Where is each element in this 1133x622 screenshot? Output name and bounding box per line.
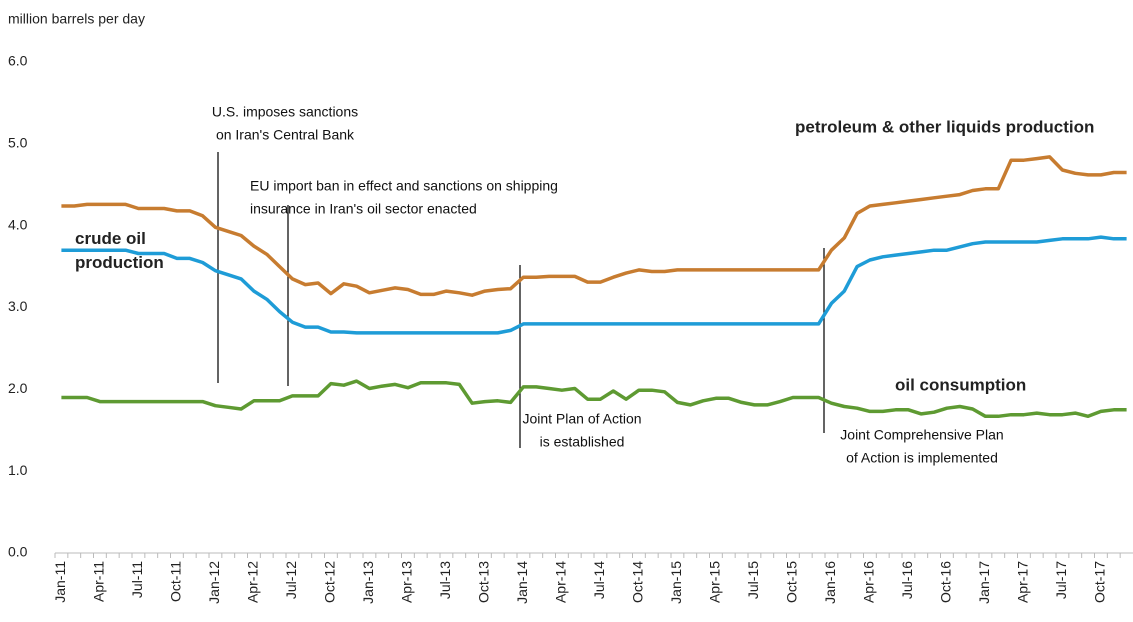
x-tick-label: Apr-13 [399, 561, 415, 603]
y-axis-label: million barrels per day [8, 11, 145, 27]
x-tick-label: Jan-14 [514, 561, 530, 604]
y-tick-label: 2.0 [8, 380, 28, 396]
x-tick-label: Jul-14 [591, 561, 607, 599]
x-tick-label: Jan-11 [52, 561, 68, 603]
legend-label: petroleum & other liquids production [795, 117, 1094, 136]
x-tick-label: Jul-11 [129, 561, 145, 598]
annotation-text: U.S. imposes sanctions [212, 104, 358, 120]
x-tick-label: Jul-15 [745, 561, 761, 599]
series-line [61, 379, 1127, 419]
y-tick-label: 6.0 [8, 53, 28, 69]
x-tick-label: Jul-13 [437, 561, 453, 599]
x-tick-label: Jul-17 [1053, 561, 1069, 599]
x-tick-label: Apr-16 [861, 561, 877, 603]
annotation-text: is established [540, 434, 625, 450]
legend-label: crude oil production [75, 229, 164, 272]
x-tick-label: Apr-14 [553, 561, 569, 603]
annotation-text: of Action is implemented [846, 450, 998, 466]
x-tick-label: Jan-17 [976, 561, 992, 604]
annotation-text: on Iran's Central Bank [216, 127, 355, 143]
x-tick-label: Apr-15 [707, 561, 723, 603]
y-tick-label: 3.0 [8, 298, 28, 314]
y-tick-label: 4.0 [8, 216, 28, 232]
x-tick-label: Oct-17 [1092, 561, 1108, 603]
x-tick-label: Jan-12 [206, 561, 222, 604]
x-tick-label: Jan-16 [822, 561, 838, 604]
y-tick-label: 5.0 [8, 135, 28, 151]
series-line [61, 235, 1127, 335]
x-tick-label: Oct-16 [938, 561, 954, 603]
annotation-text: EU import ban in effect and sanctions on… [250, 178, 558, 194]
x-tick-label: Oct-13 [476, 561, 492, 603]
annotation-text: Joint Plan of Action [522, 411, 641, 427]
x-tick-label: Oct-14 [630, 561, 646, 603]
x-tick-label: Oct-15 [784, 561, 800, 603]
x-tick-label: Oct-11 [168, 561, 184, 602]
annotation-text: Joint Comprehensive Plan [840, 427, 1003, 443]
x-tick-label: Jul-16 [899, 561, 915, 599]
x-tick-label: Apr-12 [245, 561, 261, 603]
series-line [61, 155, 1127, 297]
x-tick-label: Apr-11 [91, 561, 107, 602]
x-tick-label: Apr-17 [1015, 561, 1031, 603]
annotation-text: insurance in Iran's oil sector enacted [250, 201, 477, 217]
x-tick-label: Jul-12 [283, 561, 299, 599]
x-tick-label: Jan-15 [668, 561, 684, 604]
x-tick-label: Oct-12 [322, 561, 338, 603]
y-tick-label: 0.0 [8, 544, 28, 560]
legend-label: oil consumption [895, 375, 1026, 394]
x-tick-label: Jan-13 [360, 561, 376, 604]
y-tick-label: 1.0 [8, 462, 28, 478]
